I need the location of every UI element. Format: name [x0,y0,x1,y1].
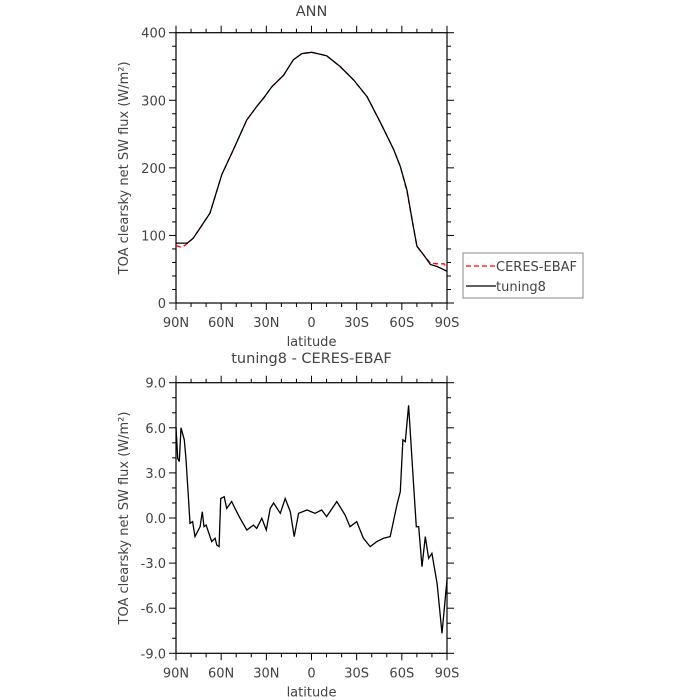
y-tick-label: -3.0 [141,557,166,572]
legend-label: tuning8 [496,280,546,295]
x-tick-label: 90S [435,316,460,331]
x-tick-label: 60N [208,316,234,331]
legend-box [462,252,584,299]
plot-title: ANN [296,4,328,20]
series-line-ceres-ebaf [175,51,448,269]
x-tick-label: 30S [344,666,369,681]
x-tick-label: 60N [208,666,234,681]
y-tick-label: -9.0 [141,647,166,662]
x-tick-label: 90N [163,316,189,331]
series-line-tuning8-ceres-ebaf [175,405,448,634]
y-tick-label: 100 [141,229,166,244]
x-tick-label: 30N [253,316,279,331]
x-tick-label: 0 [307,316,315,331]
legend-label: CERES-EBAF [496,260,577,275]
y-axis-label: TOA clearsky net SW flux (W/m²) [117,412,132,626]
y-tick-label: 6.0 [145,422,166,437]
x-tick-label: 90N [163,666,189,681]
x-tick-label: 30S [344,316,369,331]
x-tick-label: 30N [253,666,279,681]
y-tick-label: 200 [141,162,166,177]
y-axis-label: TOA clearsky net SW flux (W/m²) [117,61,132,275]
plot-frame [175,32,448,304]
y-tick-label: 400 [141,27,166,42]
x-tick-label: 60S [389,316,414,331]
y-tick-label: 3.0 [145,467,166,482]
plot-1: ANN 90N 60N 30N 0 30S 60S 90S 0 100 200 300 400 latit… [117,4,584,350]
x-tick-label: 90S [435,666,460,681]
y-tick-label: 300 [141,94,166,109]
y-tick-label: 0 [158,297,166,312]
y-tick-label: 9.0 [145,377,166,392]
plot-2: tuning8 - CERES-EBAF 90N 60N 30N 0 30S 60S 90S -… [117,351,459,700]
x-axis-label: latitude [287,335,337,350]
x-axis-label: latitude [287,685,337,700]
x-tick-label: 60S [389,666,414,681]
series-line-tuning8 [176,51,448,272]
legend: CERES-EBAF tuning8 [462,252,584,299]
y-tick-label: -6.0 [141,602,166,617]
x-tick-label: 0 [307,666,315,681]
y-tick-label: 0.0 [145,512,166,527]
plot-title: tuning8 - CERES-EBAF [231,351,392,367]
